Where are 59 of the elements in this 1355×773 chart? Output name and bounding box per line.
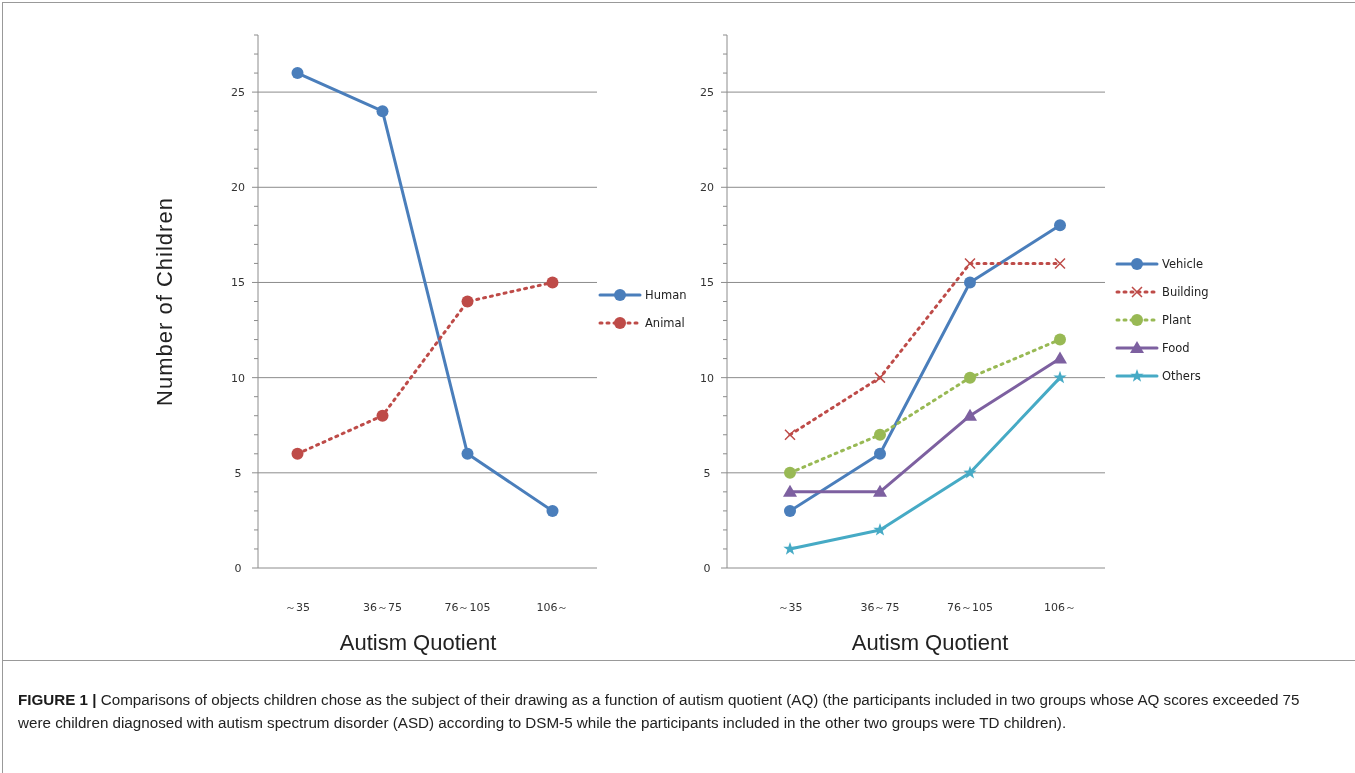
y-tick-label: 0 [234, 562, 242, 575]
point [461, 447, 474, 460]
x-tick-label: 36～75 [860, 601, 900, 614]
legend-label: Human [645, 288, 687, 302]
x-tick-label: ～35 [777, 601, 803, 614]
point [1054, 333, 1066, 346]
point [964, 276, 976, 289]
point [784, 504, 796, 517]
point [784, 429, 796, 441]
point [1054, 219, 1066, 232]
legend-label: Vehicle [1162, 257, 1204, 271]
point [963, 408, 977, 421]
x-axis-title: Autism Quotient [851, 630, 1009, 655]
point [873, 522, 887, 536]
y-tick-label: 20 [700, 181, 714, 195]
point [1053, 370, 1067, 384]
text: FIGURE 1 | Comparisons of objects children chose as the subject of their drawing as a function of autism quotient (AQ) (the participants included in two groups whose AQ scores exceeded 75 were children diagnosed with autism spectrum disorder (ASD) according to DSM-5 while the participants included in the other two groups were TD children). [18, 691, 1300, 731]
legend-label: Others [1162, 369, 1201, 383]
legend-label: Building [1162, 285, 1209, 299]
x-tick-label: 36～75 [363, 601, 402, 614]
point [783, 484, 797, 497]
x-tick-label: 106～ [1044, 601, 1076, 614]
point [874, 447, 886, 460]
point [874, 371, 886, 384]
legend-label: Animal [645, 316, 685, 330]
point [964, 371, 976, 384]
y-tick-label: 10 [700, 371, 714, 385]
point [963, 465, 977, 479]
y-tick-label: 0 [703, 562, 711, 575]
point [783, 541, 797, 555]
y-tick-label: 15 [700, 276, 714, 290]
point [291, 447, 304, 460]
x-tick-label: 76～105 [947, 601, 993, 614]
y-tick-label: 25 [700, 86, 714, 100]
y-tick-label: 25 [231, 86, 245, 100]
legend-label: Food [1162, 341, 1190, 355]
point [1054, 257, 1066, 270]
y-tick-label: 5 [234, 466, 242, 480]
y-tick-label: 15 [231, 276, 245, 290]
legend-label: Plant [1162, 313, 1192, 327]
y-tick-label: 5 [703, 466, 711, 480]
x-tick-label: 106～ [536, 601, 569, 614]
y-tick-label: 10 [231, 371, 245, 385]
y-axis-title: Number of Children [152, 197, 177, 406]
x-tick-label: 76～105 [444, 601, 491, 614]
point [376, 409, 389, 422]
x-tick-label: ～35 [285, 601, 310, 614]
point [546, 504, 559, 517]
point [964, 257, 976, 270]
point [874, 428, 886, 441]
point [461, 295, 474, 308]
point [291, 67, 304, 80]
point [873, 484, 887, 497]
y-tick-label: 20 [231, 181, 245, 195]
point [546, 276, 559, 289]
point [784, 466, 796, 479]
x-axis-title: Autism Quotient [339, 630, 497, 655]
point [1053, 351, 1067, 364]
point [376, 105, 389, 118]
